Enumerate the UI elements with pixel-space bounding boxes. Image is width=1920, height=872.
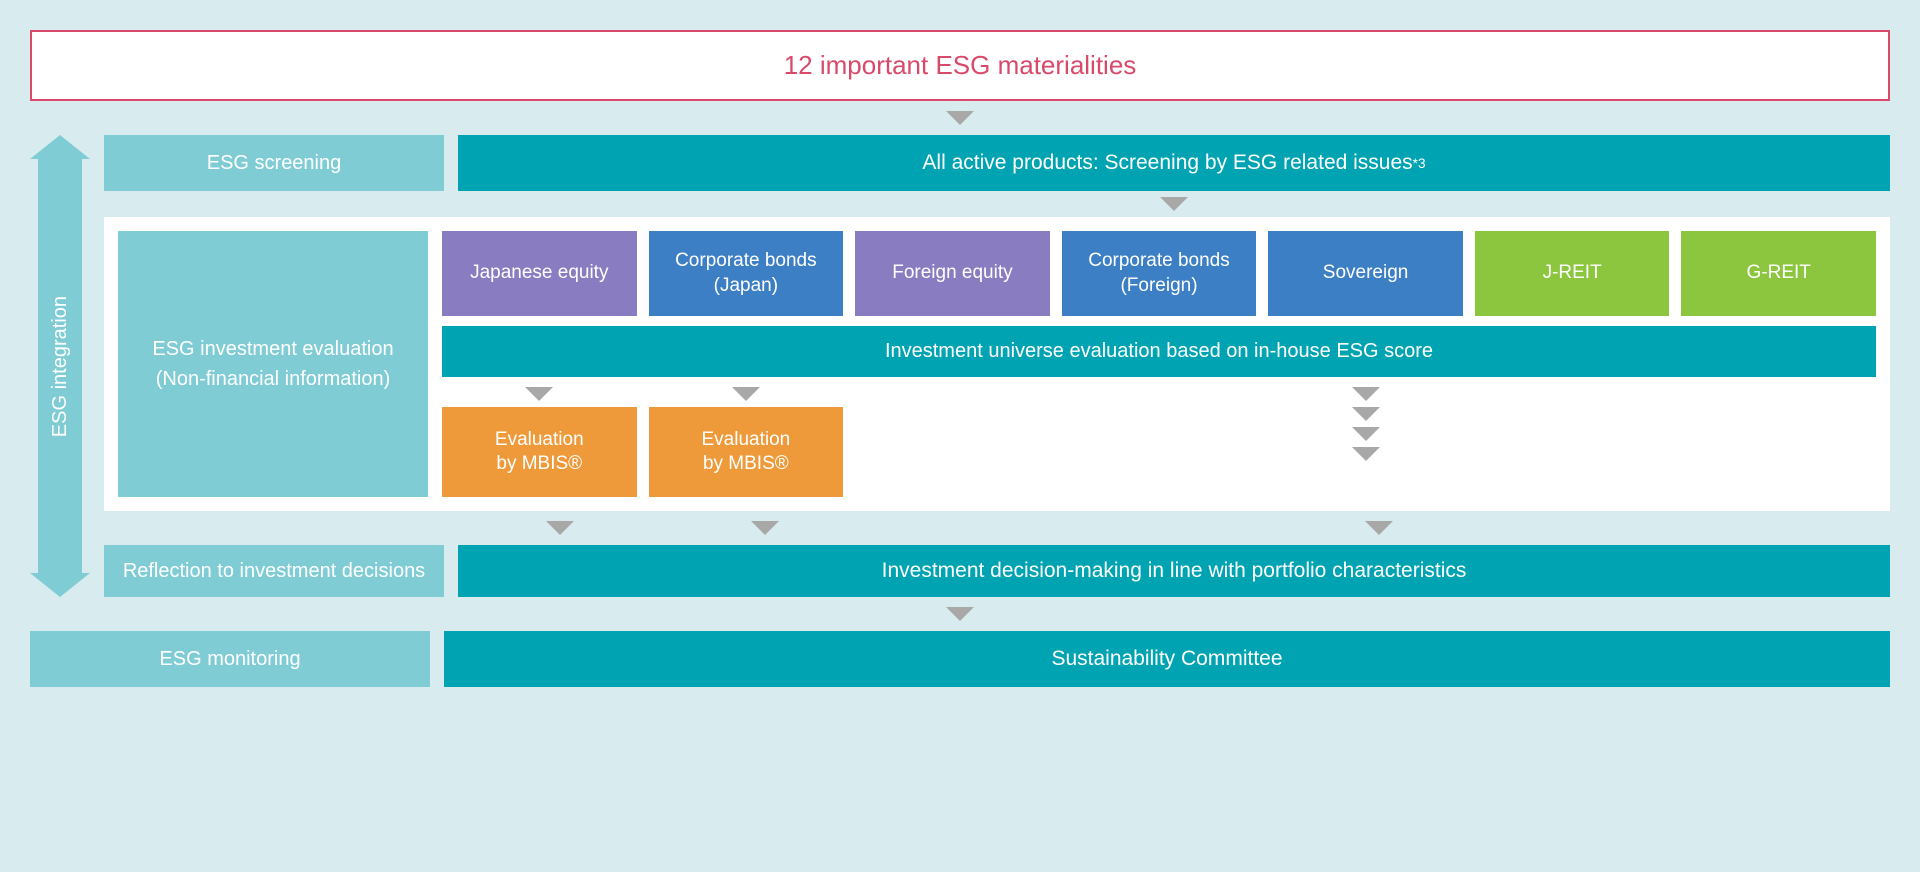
- asset-box-3: Corporate bonds(Foreign): [1062, 231, 1257, 316]
- asset-class-row: Japanese equityCorporate bonds(Japan)For…: [442, 231, 1876, 316]
- evaluation-right: Japanese equityCorporate bonds(Japan)For…: [442, 231, 1876, 497]
- left-rail: ESG integration: [30, 135, 90, 597]
- body-with-rail: ESG integration ESG screening All active…: [30, 135, 1890, 597]
- screening-content: All active products: Screening by ESG re…: [458, 135, 1890, 191]
- universe-bar: Investment universe evaluation based on …: [442, 326, 1876, 377]
- reflection-row: Reflection to investment decisions Inves…: [104, 545, 1890, 597]
- mbis-col-4: [1268, 387, 1463, 497]
- stage-column: ESG screening All active products: Scree…: [104, 135, 1890, 597]
- arrow-title-to-screening: [30, 111, 1890, 125]
- screening-label: ESG screening: [104, 135, 444, 191]
- screening-row: ESG screening All active products: Scree…: [104, 135, 1890, 191]
- asset-box-2: Foreign equity: [855, 231, 1050, 316]
- mbis-col-2: [855, 387, 1050, 497]
- mbis-col-0: Evaluationby MBIS®: [442, 387, 637, 497]
- rail-arrow-shape: ESG integration: [38, 159, 82, 573]
- title-box: 12 important ESG materialities: [30, 30, 1890, 101]
- monitoring-row: ESG monitoring Sustainability Committee: [30, 631, 1890, 687]
- asset-box-1: Corporate bonds(Japan): [649, 231, 844, 316]
- monitoring-content: Sustainability Committee: [444, 631, 1890, 687]
- mbis-col-6: [1681, 387, 1876, 497]
- monitoring-label: ESG monitoring: [30, 631, 430, 687]
- mbis-col-5: [1475, 387, 1670, 497]
- main-column: 12 important ESG materialities ESG integ…: [30, 30, 1890, 842]
- reflection-label: Reflection to investment decisions: [104, 545, 444, 597]
- reflection-content: Investment decision-making in line with …: [458, 545, 1890, 597]
- rail-label: ESG integration: [49, 296, 72, 437]
- arrow-screening-to-eval: [104, 201, 1890, 207]
- asset-box-0: Japanese equity: [442, 231, 637, 316]
- mbis-col-1: Evaluationby MBIS®: [649, 387, 844, 497]
- mbis-box-0: Evaluationby MBIS®: [442, 407, 637, 497]
- title-text: 12 important ESG materialities: [784, 50, 1137, 80]
- evaluation-label: ESG investment evaluation(Non-financial …: [118, 231, 428, 497]
- arrow-eval-to-reflection: [104, 521, 1890, 535]
- evaluation-panel: ESG investment evaluation(Non-financial …: [104, 217, 1890, 511]
- mbis-col-3: [1062, 387, 1257, 497]
- asset-box-6: G-REIT: [1681, 231, 1876, 316]
- asset-box-5: J-REIT: [1475, 231, 1670, 316]
- mbis-box-1: Evaluationby MBIS®: [649, 407, 844, 497]
- asset-box-4: Sovereign: [1268, 231, 1463, 316]
- arrow-reflection-to-monitoring: [30, 607, 1890, 621]
- diagram-container: 12 important ESG materialities ESG integ…: [30, 30, 1890, 842]
- mbis-row: Evaluationby MBIS®Evaluationby MBIS®: [442, 387, 1876, 497]
